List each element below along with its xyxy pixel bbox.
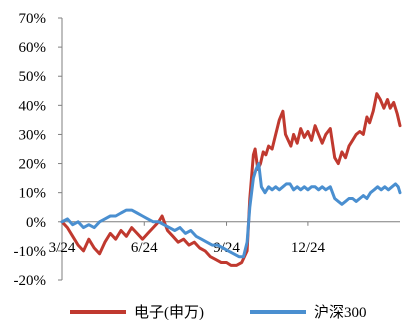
x-tick-label: 3/24 [49, 240, 76, 256]
legend-label: 沪深300 [314, 304, 367, 320]
y-tick-label: 70% [19, 11, 47, 27]
series-line-0 [60, 92, 402, 267]
y-tick-label: 10% [19, 186, 47, 202]
series-lines [60, 92, 402, 267]
y-tick-label: 30% [19, 127, 47, 143]
y-tick-label: 60% [19, 40, 47, 56]
y-tick-label: 20% [19, 157, 47, 173]
axes: -20% -10% 0% 10% 20% 30% 40% 50% 60% 70% 3/24 6/24 9… [14, 11, 400, 289]
legend-label: 电子(申万) [134, 304, 204, 320]
y-tick-label: -10% [14, 244, 47, 260]
y-tick-label: 0% [26, 215, 46, 231]
y-tick-label: -20% [14, 273, 47, 289]
y-tick-label: 50% [19, 69, 47, 85]
y-tick-label: 40% [19, 98, 47, 114]
legend: 电子(申万) 沪深300 [70, 304, 367, 321]
series-line-1 [60, 162, 402, 259]
x-tick-label: 9/24 [213, 240, 240, 256]
x-tick-label: 6/24 [131, 240, 158, 256]
x-tick-label: 12/24 [291, 240, 326, 256]
